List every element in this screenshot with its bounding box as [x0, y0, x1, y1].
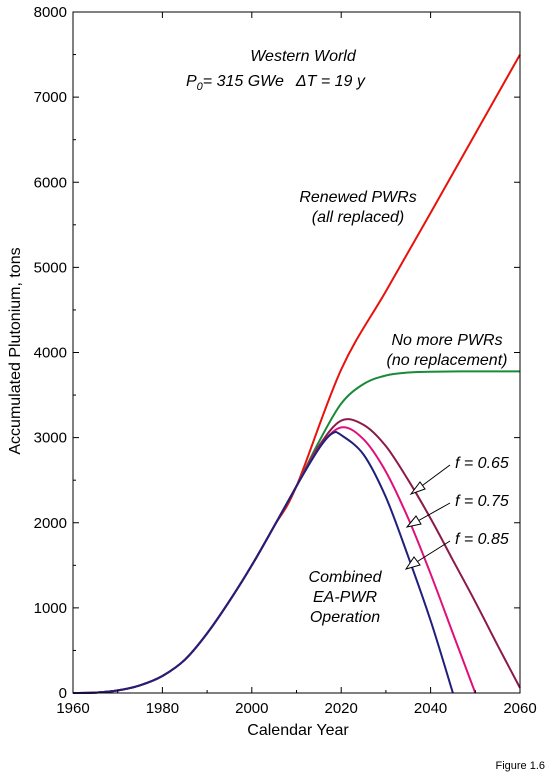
- y-tick-label-2: 2000: [34, 515, 67, 532]
- series-line-4: [72, 430, 454, 694]
- arrow-f065: [409, 464, 451, 496]
- x-tick-label-4: 2040: [414, 700, 447, 717]
- label-combined-line2: EA-PWR: [313, 589, 377, 606]
- label-renewed-line1: Renewed PWRs: [299, 189, 416, 206]
- y-tick-label-4: 4000: [34, 345, 67, 362]
- y-tick-label-5: 5000: [34, 259, 67, 276]
- figure-label: Figure 1.6: [495, 760, 545, 772]
- x-tick-label-0: 1960: [56, 700, 89, 717]
- title-p-subscript: 0: [197, 81, 204, 93]
- title-delta-t: ΔT = 19 y: [295, 73, 366, 90]
- ticks-layer: 1960 1980 2000 2020 2040 2060 0 1000 2000 3000 400…: [34, 4, 537, 717]
- y-tick-label-0: 0: [59, 685, 67, 702]
- series-line-0: [72, 54, 521, 694]
- y-tick-label-3: 3000: [34, 430, 67, 447]
- series-line-1: [72, 370, 520, 694]
- y-tick-label-7: 7000: [34, 89, 67, 106]
- y-tick-label-6: 6000: [34, 174, 67, 191]
- label-combined-line1: Combined: [309, 569, 383, 586]
- label-f065: f = 0.65: [455, 455, 509, 472]
- label-f085: f = 0.85: [455, 531, 509, 548]
- y-tick-label-8: 8000: [34, 4, 67, 21]
- x-tick-label-1: 1980: [146, 700, 179, 717]
- series-line-2: [72, 418, 521, 694]
- label-f075: f = 0.75: [455, 493, 509, 510]
- series-layer: [72, 54, 521, 694]
- arrow-f085: [404, 540, 451, 570]
- title-power-value: = 315 GWe: [203, 73, 284, 90]
- label-combined-line3: Operation: [310, 609, 380, 626]
- label-nomore-line1: No more PWRs: [391, 332, 502, 349]
- title-p: P: [186, 73, 197, 90]
- label-nomore-line2: (no replacement): [387, 352, 508, 369]
- y-tick-label-1: 1000: [34, 600, 67, 617]
- label-renewed-line2: (all replaced): [312, 209, 404, 226]
- x-tick-label-3: 2020: [325, 700, 358, 717]
- x-tick-label-5: 2060: [503, 700, 536, 717]
- x-tick-label-2: 2000: [235, 700, 268, 717]
- arrow-f075: [405, 502, 451, 528]
- x-axis-title: Calendar Year: [247, 722, 349, 739]
- title-power-line: P0= 315 GWe ΔT = 19 y: [186, 73, 366, 93]
- title-western-world: Western World: [250, 48, 357, 65]
- y-axis-title: Accumulated Plutonium, tons: [7, 247, 24, 454]
